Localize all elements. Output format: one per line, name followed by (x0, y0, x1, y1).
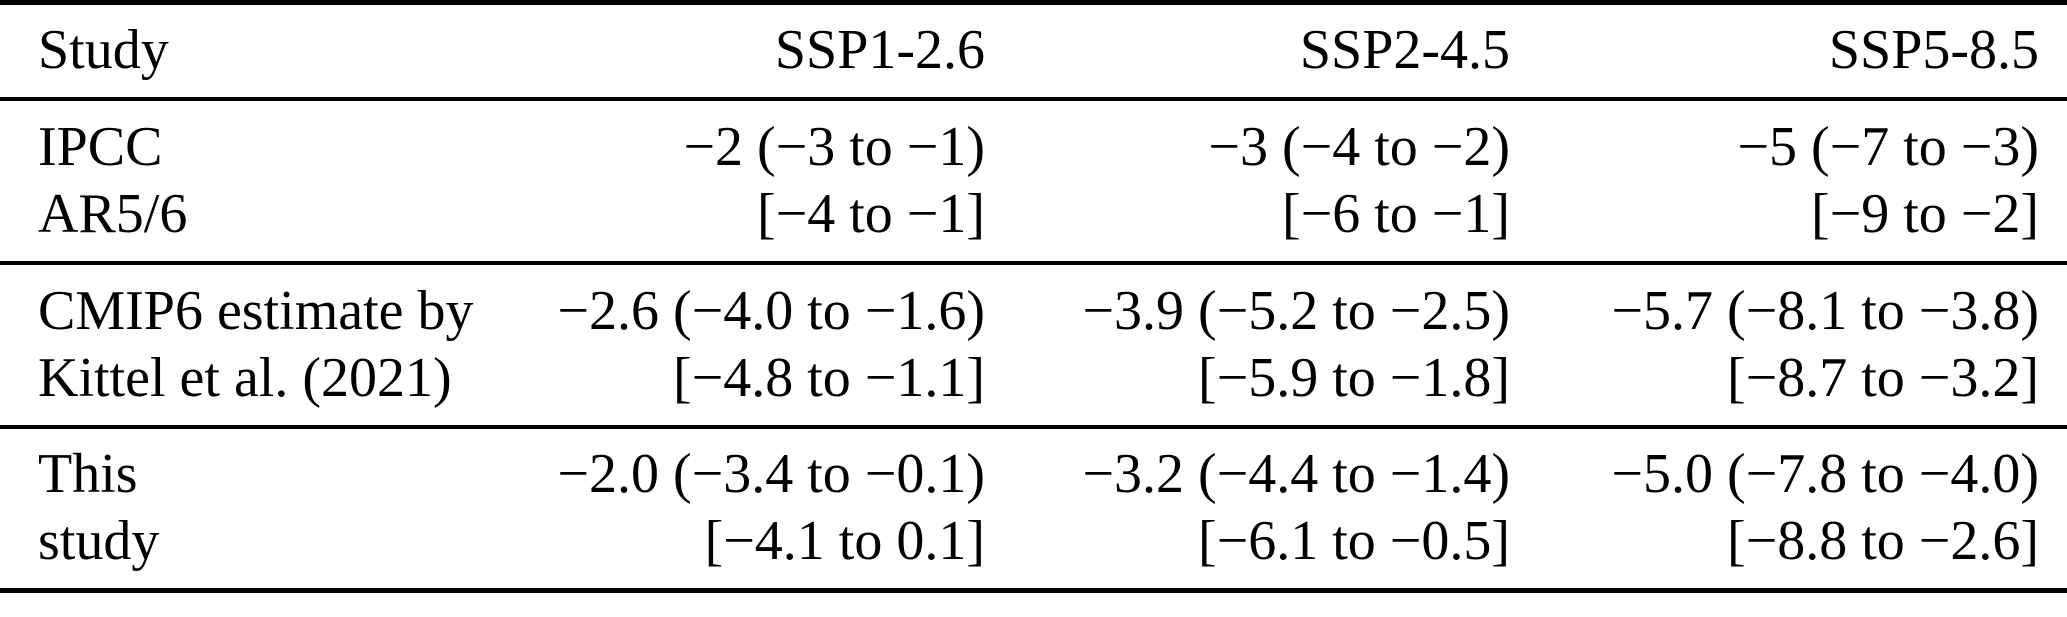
header-row: Study SSP1-2.6 SSP2-4.5 SSP5-8.5 (0, 3, 2067, 99)
central-and-range: −2.6 (−4.0 to −1.6) (557, 279, 985, 342)
value-cell-ssp5-8.5: −5.7 (−8.1 to −3.8) [−8.7 to −3.2] (1510, 263, 2067, 427)
study-name-line: AR5/6 (38, 182, 188, 245)
likely-range: [−9 to −2] (1810, 182, 2039, 245)
value-cell-ssp1-2.6: −2.6 (−4.0 to −1.6) [−4.8 to −1.1] (480, 263, 985, 427)
likely-range: [−4.1 to 0.1] (704, 510, 985, 573)
value-cell-ssp2-4.5: −3 (−4 to −2) [−6 to −1] (985, 99, 1510, 263)
central-and-range: −5 (−7 to −3) (1737, 115, 2039, 178)
likely-range: [−5.9 to −1.8] (1197, 346, 1510, 409)
likely-range: [−8.7 to −3.2] (1726, 346, 2039, 409)
likely-range: [−6.1 to −0.5] (1197, 510, 1510, 573)
value-cell-ssp5-8.5: −5.0 (−7.8 to −4.0) [−8.8 to −2.6] (1510, 427, 2067, 591)
table-row-ipcc: IPCC AR5/6 −2 (−3 to −1) [−4 to −1] −3 (… (0, 99, 2067, 263)
likely-range: [−8.8 to −2.6] (1726, 510, 2039, 573)
results-table: Study SSP1-2.6 SSP2-4.5 SSP5-8.5 IPCC AR… (0, 0, 2067, 593)
central-and-range: −3.9 (−5.2 to −2.5) (1082, 279, 1510, 342)
likely-range: [−4 to −1] (756, 182, 985, 245)
likely-range: [−6 to −1] (1281, 182, 1510, 245)
central-and-range: −5.7 (−8.1 to −3.8) (1611, 279, 2039, 342)
central-and-range: −5.0 (−7.8 to −4.0) (1611, 443, 2039, 506)
value-cell-ssp1-2.6: −2.0 (−3.4 to −0.1) [−4.1 to 0.1] (480, 427, 985, 591)
col-header-ssp1-2.6: SSP1-2.6 (774, 19, 985, 82)
value-cell-ssp5-8.5: −5 (−7 to −3) [−9 to −2] (1510, 99, 2067, 263)
central-and-range: −3.2 (−4.4 to −1.4) (1082, 443, 1510, 506)
col-header-study: Study (38, 19, 169, 82)
value-cell-ssp1-2.6: −2 (−3 to −1) [−4 to −1] (480, 99, 985, 263)
study-name-cell: This study (0, 427, 480, 591)
study-name-cell: IPCC AR5/6 (0, 99, 480, 263)
table-row-cmip6-kittel: CMIP6 estimate by Kittel et al. (2021) −… (0, 263, 2067, 427)
col-header-ssp2-4.5: SSP2-4.5 (1299, 19, 1510, 82)
likely-range: [−4.8 to −1.1] (672, 346, 985, 409)
table-row-this-study: This study −2.0 (−3.4 to −0.1) [−4.1 to … (0, 427, 2067, 591)
value-cell-ssp2-4.5: −3.9 (−5.2 to −2.5) [−5.9 to −1.8] (985, 263, 1510, 427)
central-and-range: −2.0 (−3.4 to −0.1) (557, 443, 985, 506)
study-name-line: IPCC (38, 115, 163, 178)
central-and-range: −2 (−3 to −1) (683, 115, 985, 178)
value-cell-ssp2-4.5: −3.2 (−4.4 to −1.4) [−6.1 to −0.5] (985, 427, 1510, 591)
col-header-ssp5-8.5: SSP5-8.5 (1828, 19, 2039, 82)
study-name-cell: CMIP6 estimate by Kittel et al. (2021) (0, 263, 480, 427)
central-and-range: −3 (−4 to −2) (1208, 115, 1510, 178)
study-name-line: This (38, 443, 138, 506)
study-name-line: CMIP6 estimate by (38, 279, 474, 342)
study-name-line: study (38, 510, 160, 573)
study-name-line: Kittel et al. (2021) (38, 346, 452, 409)
